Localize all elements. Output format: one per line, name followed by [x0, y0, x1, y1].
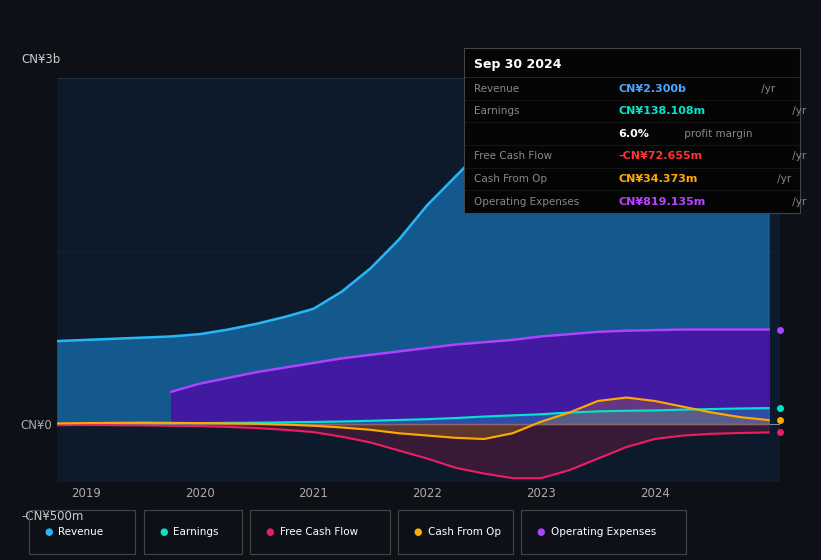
Text: ●: ●	[159, 527, 167, 537]
Text: CN¥138.108m: CN¥138.108m	[619, 106, 706, 116]
Text: /yr: /yr	[789, 197, 806, 207]
Text: Revenue: Revenue	[58, 527, 103, 537]
Text: ●: ●	[537, 527, 545, 537]
Text: -CN¥500m: -CN¥500m	[21, 510, 84, 523]
Text: ●: ●	[414, 527, 422, 537]
Text: Cash From Op: Cash From Op	[428, 527, 501, 537]
Text: Sep 30 2024: Sep 30 2024	[474, 58, 562, 71]
Text: -CN¥72.655m: -CN¥72.655m	[619, 151, 703, 161]
Text: profit margin: profit margin	[681, 129, 752, 139]
Text: CN¥3b: CN¥3b	[21, 53, 61, 66]
Text: /yr: /yr	[789, 151, 806, 161]
Text: Revenue: Revenue	[474, 83, 519, 94]
Text: CN¥2.300b: CN¥2.300b	[619, 83, 686, 94]
Text: Operating Expenses: Operating Expenses	[551, 527, 656, 537]
Text: CN¥34.373m: CN¥34.373m	[619, 174, 698, 184]
Text: ●: ●	[266, 527, 274, 537]
Text: Operating Expenses: Operating Expenses	[474, 197, 579, 207]
Text: CN¥819.135m: CN¥819.135m	[619, 197, 706, 207]
Text: Free Cash Flow: Free Cash Flow	[474, 151, 552, 161]
Text: /yr: /yr	[789, 106, 806, 116]
Text: Earnings: Earnings	[173, 527, 218, 537]
Text: Cash From Op: Cash From Op	[474, 174, 547, 184]
Text: Earnings: Earnings	[474, 106, 520, 116]
Text: /yr: /yr	[773, 174, 791, 184]
Text: /yr: /yr	[758, 83, 775, 94]
Text: 6.0%: 6.0%	[619, 129, 649, 139]
Text: ●: ●	[44, 527, 53, 537]
Text: Free Cash Flow: Free Cash Flow	[280, 527, 358, 537]
